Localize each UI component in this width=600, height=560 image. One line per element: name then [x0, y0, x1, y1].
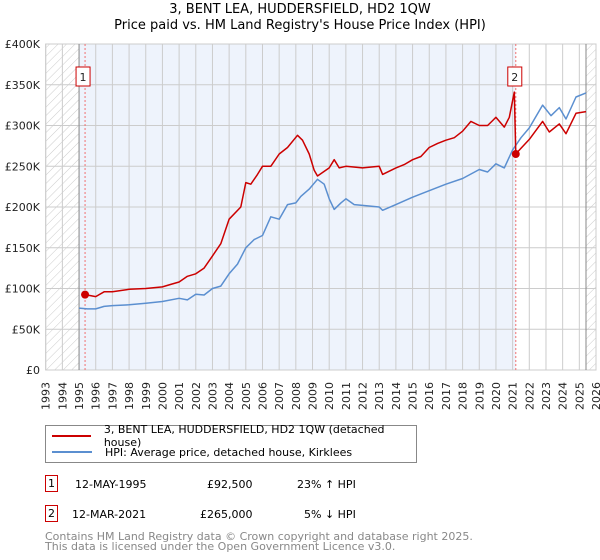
x-tick-label: 2019 [473, 382, 486, 410]
x-tick-label: 2021 [507, 382, 520, 410]
x-tick-label: 1996 [90, 382, 103, 410]
sale-marker-box [507, 66, 523, 87]
sale-point [511, 150, 520, 159]
sale-date: 12-MAY-1995 [75, 478, 147, 491]
property-line-swatch [52, 435, 91, 437]
x-tick-label: 2013 [373, 382, 386, 410]
y-tick-label: £400K [5, 38, 41, 51]
sale-row: 1 12-MAY-1995 £92,500 23% ↑ HPI [45, 475, 445, 493]
sale-point [81, 290, 90, 299]
x-tick-label: 2009 [307, 382, 320, 410]
x-tick-label: 2000 [156, 382, 169, 410]
y-tick-label: £0 [26, 364, 40, 377]
x-tick-label: 2018 [457, 382, 470, 410]
sale-row: 2 12-MAR-2021 £265,000 5% ↓ HPI [45, 505, 445, 523]
hpi-series-line [79, 92, 587, 310]
x-tick-label: 2006 [256, 382, 269, 410]
y-tick-label: £50K [12, 323, 41, 336]
x-tick-label: 2025 [573, 382, 586, 410]
x-tick-label: 2011 [340, 382, 353, 410]
x-tick-label: 2002 [190, 382, 203, 410]
footer-line-2: This data is licensed under the Open Gov… [45, 540, 396, 553]
x-tick-label: 2004 [223, 382, 236, 410]
plot-border [45, 43, 597, 371]
sale-badge: 1 [45, 475, 58, 492]
sale-delta: 23% ↑ HPI [297, 478, 356, 491]
y-tick-label: £250K [5, 160, 41, 173]
x-tick-label: 2020 [490, 382, 503, 410]
x-tick-label: 1994 [56, 382, 69, 410]
x-tick-label: 2016 [423, 382, 436, 410]
x-tick-label: 2015 [407, 382, 420, 410]
legend: 3, BENT LEA, HUDDERSFIELD, HD2 1QW (deta… [45, 423, 417, 463]
x-tick-label: 2014 [390, 382, 403, 410]
y-tick-label: £100K [5, 283, 41, 296]
chart-subtitle: Price paid vs. HM Land Registry's House … [114, 18, 486, 33]
legend-label-hpi: HPI: Average price, detached house, Kirk… [105, 445, 353, 459]
sale-price: £265,000 [200, 508, 253, 521]
legend-label-property: 3, BENT LEA, HUDDERSFIELD, HD2 1QW (deta… [103, 423, 385, 449]
chart-title: 3, BENT LEA, HUDDERSFIELD, HD2 1QW [169, 2, 431, 17]
x-tick-label: 2007 [273, 382, 286, 410]
x-tick-label: 2024 [557, 382, 570, 410]
sale-price: £92,500 [207, 478, 253, 491]
x-tick-label: 2003 [206, 382, 219, 410]
sale-marker-label: 2 [511, 71, 518, 84]
x-tick-label: 2008 [290, 382, 303, 410]
footer: Contains HM Land Registry data © Crown c… [45, 530, 473, 553]
sale-marker-box [75, 66, 91, 87]
sale-marker-label: 1 [80, 71, 87, 84]
x-tick-label: 1999 [140, 382, 153, 410]
x-tick-label: 2012 [357, 382, 370, 410]
x-tick-label: 2010 [323, 382, 336, 410]
x-tick-label: 2026 [590, 382, 600, 410]
y-tick-label: £350K [5, 79, 41, 92]
footer-line-1: Contains HM Land Registry data © Crown c… [45, 530, 473, 543]
x-tick-label: 2022 [523, 382, 536, 410]
sale-date: 12-MAR-2021 [72, 508, 147, 521]
legend-item-property: 3, BENT LEA, HUDDERSFIELD, HD2 1QW (deta… [46, 423, 416, 449]
x-tick-label: 1993 [40, 382, 53, 410]
sale-delta: 5% ↓ HPI [304, 508, 356, 521]
x-tick-label: 1997 [106, 382, 119, 410]
x-tick-label: 1998 [123, 382, 136, 410]
x-tick-label: 2023 [540, 382, 553, 410]
y-tick-label: £300K [5, 120, 41, 133]
x-tick-label: 1995 [73, 382, 86, 410]
x-tick-label: 2017 [440, 382, 453, 410]
x-tick-label: 2001 [173, 382, 186, 410]
y-tick-label: £150K [5, 242, 41, 255]
y-tick-label: £200K [5, 201, 41, 214]
property-series-line [84, 91, 587, 298]
legend-item-hpi: HPI: Average price, detached house, Kirk… [46, 444, 352, 460]
plot-area: 1993 1994 1995 1996 1997 1998 1999 2000 2001 2002… [5, 38, 600, 410]
x-tick-label: 2005 [240, 382, 253, 410]
hpi-line-swatch [52, 451, 92, 453]
sale-badge: 2 [45, 505, 58, 522]
